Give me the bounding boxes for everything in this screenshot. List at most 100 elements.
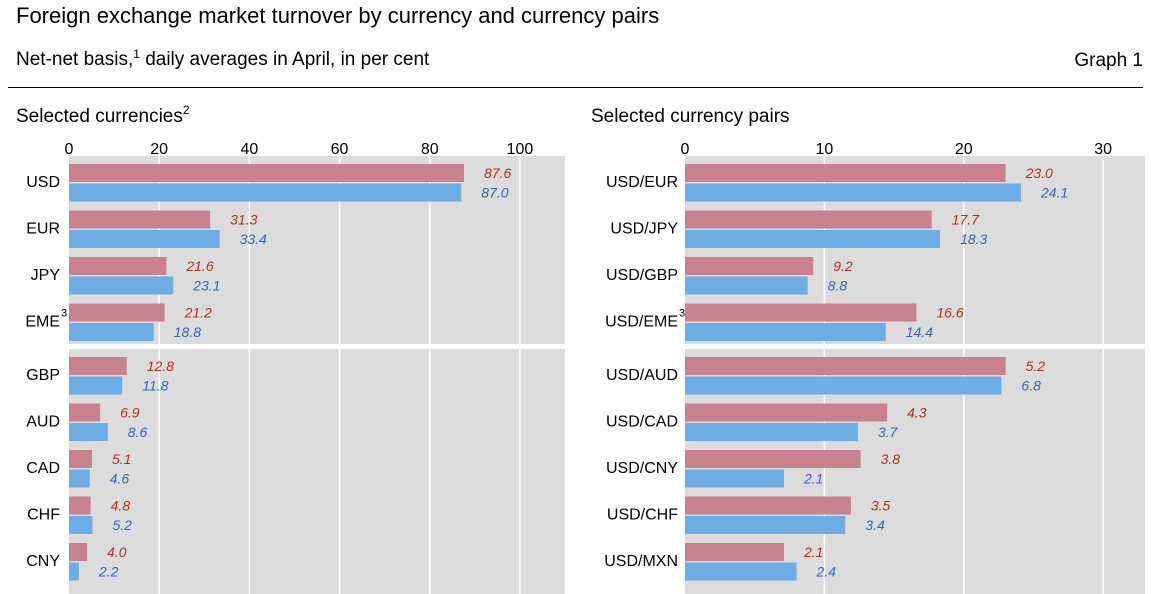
data-label-series-b: 8.6 <box>128 424 148 440</box>
category-footnote-marker: 3 <box>679 308 685 320</box>
data-label-series-a: 4.3 <box>907 405 927 421</box>
bar-series-a <box>685 164 1006 182</box>
subtitle-text-rest: daily averages in April, in per cent <box>139 49 430 70</box>
category-label: USD/EUR <box>606 174 678 191</box>
subtitle-text: Net-net basis, <box>16 49 134 70</box>
data-label-series-a: 5.2 <box>1026 358 1046 374</box>
bar-series-a <box>69 403 101 422</box>
data-label-series-a: 87.6 <box>484 165 511 181</box>
data-label-series-b: 8.8 <box>828 278 848 294</box>
data-label-series-b: 2.2 <box>98 564 119 580</box>
data-label-series-a: 5.1 <box>112 451 131 467</box>
bar-series-a <box>685 403 888 422</box>
bar-series-a <box>69 450 92 468</box>
page-subtitle: Net-net basis,1 daily averages in April,… <box>16 47 430 71</box>
category-label: CAD <box>26 460 60 477</box>
data-label-series-a: 17.7 <box>952 212 980 228</box>
category-footnote-marker: 3 <box>61 308 67 320</box>
bar-series-b <box>69 323 154 341</box>
data-label-series-b: 6.8 <box>1021 378 1041 394</box>
data-label-series-a: 9.2 <box>833 258 853 274</box>
x-tick-label-1-3: 30 <box>1094 141 1112 158</box>
bar-series-b <box>685 423 858 441</box>
category-label: USD/CHF <box>607 507 678 524</box>
data-label-series-a: 21.2 <box>184 305 212 321</box>
bar-series-b <box>685 276 808 295</box>
category-label: USD/JPY <box>610 221 678 238</box>
data-label-series-b: 14.4 <box>906 324 933 340</box>
x-tick-label-0-5: 100 <box>507 141 534 158</box>
data-label-series-b: 3.4 <box>865 517 885 533</box>
bar-series-a <box>69 543 88 561</box>
category-label: CNY <box>26 553 60 570</box>
x-tick-label-0-1: 20 <box>150 141 168 158</box>
bar-series-a <box>69 496 91 515</box>
x-tick-label-0-0: 0 <box>65 141 74 158</box>
graph-number-label: Graph 1 <box>1074 50 1143 71</box>
data-label-series-a: 6.9 <box>120 405 140 421</box>
x-tick-label-1-2: 20 <box>955 141 973 158</box>
category-label: USD/CAD <box>606 414 678 431</box>
bar-series-a <box>685 210 932 229</box>
data-label-series-b: 2.1 <box>803 471 823 487</box>
bar-series-b <box>685 516 846 534</box>
data-label-series-b: 18.8 <box>174 324 201 340</box>
bar-series-b <box>685 230 941 248</box>
bar-series-b <box>69 423 108 441</box>
bar-series-a <box>69 357 127 375</box>
page-title: Foreign exchange market turnover by curr… <box>16 3 660 28</box>
chart-title-0: Selected currencies2 <box>16 103 190 127</box>
bar-series-b <box>69 562 79 581</box>
data-label-series-a: 4.0 <box>107 544 127 560</box>
x-tick-label-0-4: 80 <box>421 141 439 158</box>
data-label-series-a: 12.8 <box>147 358 174 374</box>
bar-series-b <box>69 183 462 202</box>
subtitle-footnote-marker: 1 <box>133 47 140 61</box>
bar-series-a <box>69 210 211 229</box>
data-label-series-b: 2.4 <box>816 564 837 580</box>
bar-series-a <box>685 303 917 322</box>
bar-series-a <box>69 303 165 322</box>
data-label-series-b: 5.2 <box>112 517 132 533</box>
category-label: GBP <box>26 367 60 384</box>
bar-series-a <box>685 450 861 468</box>
data-label-series-a: 3.5 <box>871 498 891 514</box>
data-label-series-b: 3.7 <box>878 424 899 440</box>
data-label-series-b: 23.1 <box>192 278 220 294</box>
bar-series-a <box>685 496 851 515</box>
bar-series-a <box>685 357 1006 375</box>
chart-title-footnote-0: 2 <box>183 103 190 117</box>
category-label: USD/CNY <box>606 460 678 477</box>
category-label: USD/EME <box>605 314 678 331</box>
bar-series-b <box>685 469 784 488</box>
data-label-series-b: 18.3 <box>960 231 987 247</box>
data-label-series-a: 3.8 <box>881 451 901 467</box>
data-label-series-a: 16.6 <box>936 305 963 321</box>
category-label: USD <box>26 174 60 191</box>
x-tick-label-0-3: 60 <box>331 141 349 158</box>
data-label-series-b: 11.8 <box>142 378 168 394</box>
data-label-series-b: 24.1 <box>1040 185 1068 201</box>
category-label: AUD <box>26 414 60 431</box>
header-rule <box>8 87 1143 88</box>
panel-background-0-1 <box>69 349 565 594</box>
category-label: USD/AUD <box>606 367 678 384</box>
data-label-series-a: 4.8 <box>111 498 131 514</box>
category-label: EME <box>25 314 60 331</box>
category-label: USD/GBP <box>606 267 678 284</box>
data-label-series-b: 33.4 <box>240 231 267 247</box>
category-label: CHF <box>27 507 60 524</box>
data-label-series-a: 31.3 <box>230 212 257 228</box>
bar-series-b <box>685 323 886 341</box>
bar-series-b <box>69 276 174 295</box>
data-label-series-b: 87.0 <box>481 185 508 201</box>
bar-series-b <box>69 376 123 395</box>
data-label-series-a: 21.6 <box>185 258 213 274</box>
bar-series-a <box>69 164 464 182</box>
bar-series-b <box>69 230 220 248</box>
data-label-series-a: 23.0 <box>1025 165 1053 181</box>
x-tick-label-0-2: 40 <box>240 141 258 158</box>
category-label: EUR <box>26 221 60 238</box>
bar-series-b <box>69 516 93 534</box>
